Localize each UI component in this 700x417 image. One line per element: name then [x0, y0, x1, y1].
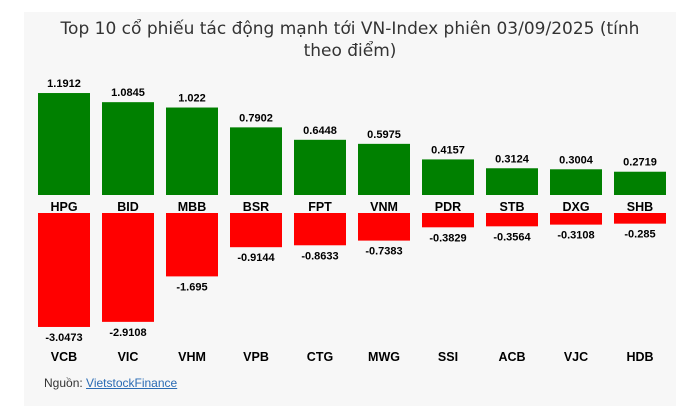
- category-label: FPT: [308, 200, 332, 214]
- source-link[interactable]: VietstockFinance: [86, 376, 178, 390]
- data-label: 0.2719: [623, 157, 657, 169]
- category-label: BSR: [243, 200, 269, 214]
- bar-negative: [38, 213, 90, 327]
- category-label: VHM: [178, 350, 206, 364]
- chart-container: Top 10 cổ phiếu tác động mạnh tới VN-Ind…: [24, 12, 676, 406]
- category-label: MWG: [368, 350, 400, 364]
- bar-positive: [294, 139, 346, 195]
- bar-positive: [38, 93, 90, 195]
- category-label: SHB: [627, 200, 653, 214]
- data-label: 0.4157: [431, 144, 465, 156]
- data-label: 0.6448: [303, 125, 337, 137]
- bar-negative: [550, 213, 602, 225]
- data-label: -3.0473: [45, 332, 82, 344]
- bar-positive: [550, 169, 602, 195]
- data-label: -0.3564: [493, 231, 531, 243]
- data-label: 1.0845: [111, 87, 145, 99]
- bar-negative: [230, 213, 282, 248]
- category-label: MBB: [178, 200, 206, 214]
- data-label: 1.1912: [47, 78, 81, 90]
- data-label: -0.3829: [429, 232, 466, 244]
- source-note: Nguồn: VietstockFinance: [44, 376, 177, 390]
- category-label: STB: [500, 200, 525, 214]
- data-label: -0.7383: [365, 246, 402, 258]
- data-label: 0.3004: [559, 154, 594, 166]
- bar-positive: [102, 102, 154, 195]
- category-label: VIC: [118, 350, 139, 364]
- data-label: -0.9144: [237, 252, 275, 264]
- bar-negative: [102, 213, 154, 322]
- data-label: -2.9108: [109, 327, 146, 339]
- bar-negative: [486, 213, 538, 227]
- bar-negative: [422, 213, 474, 228]
- data-label: 1.022: [178, 93, 206, 105]
- category-label: BID: [117, 200, 139, 214]
- category-label: VJC: [564, 350, 588, 364]
- chart-title: Top 10 cổ phiếu tác động mạnh tới VN-Ind…: [60, 19, 640, 61]
- bar-positive: [166, 107, 218, 195]
- category-label: SSI: [438, 350, 458, 364]
- category-label: HDB: [626, 350, 653, 364]
- category-label: PDR: [435, 200, 461, 214]
- bar-positive: [614, 171, 666, 195]
- bar-positive: [230, 127, 282, 195]
- bar-positive: [358, 143, 410, 195]
- data-label: -0.8633: [301, 250, 338, 262]
- bar-negative: [166, 213, 218, 277]
- category-label: VNM: [370, 200, 398, 214]
- bar-positive: [486, 168, 538, 195]
- category-label: HPG: [50, 200, 77, 214]
- bar-negative: [358, 213, 410, 241]
- source-label: Nguồn:: [44, 376, 87, 390]
- category-label: CTG: [307, 350, 333, 364]
- category-label: VCB: [51, 350, 77, 364]
- data-label: -1.695: [176, 281, 207, 293]
- category-label: ACB: [498, 350, 525, 364]
- data-label: 0.3124: [495, 153, 530, 165]
- category-label: DXG: [562, 200, 589, 214]
- data-label: -0.285: [624, 229, 655, 241]
- data-label: -0.3108: [557, 230, 594, 242]
- bar-positive: [422, 159, 474, 195]
- data-label: 0.5975: [367, 129, 401, 141]
- data-label: 0.7902: [239, 112, 273, 124]
- bar-chart: 1.1912 HPG 1.0845 BID 1.022 MBB 0.7902 BSR 0.644…: [38, 78, 666, 364]
- category-label: VPB: [243, 350, 269, 364]
- bar-negative: [294, 213, 346, 246]
- bar-negative: [614, 213, 666, 224]
